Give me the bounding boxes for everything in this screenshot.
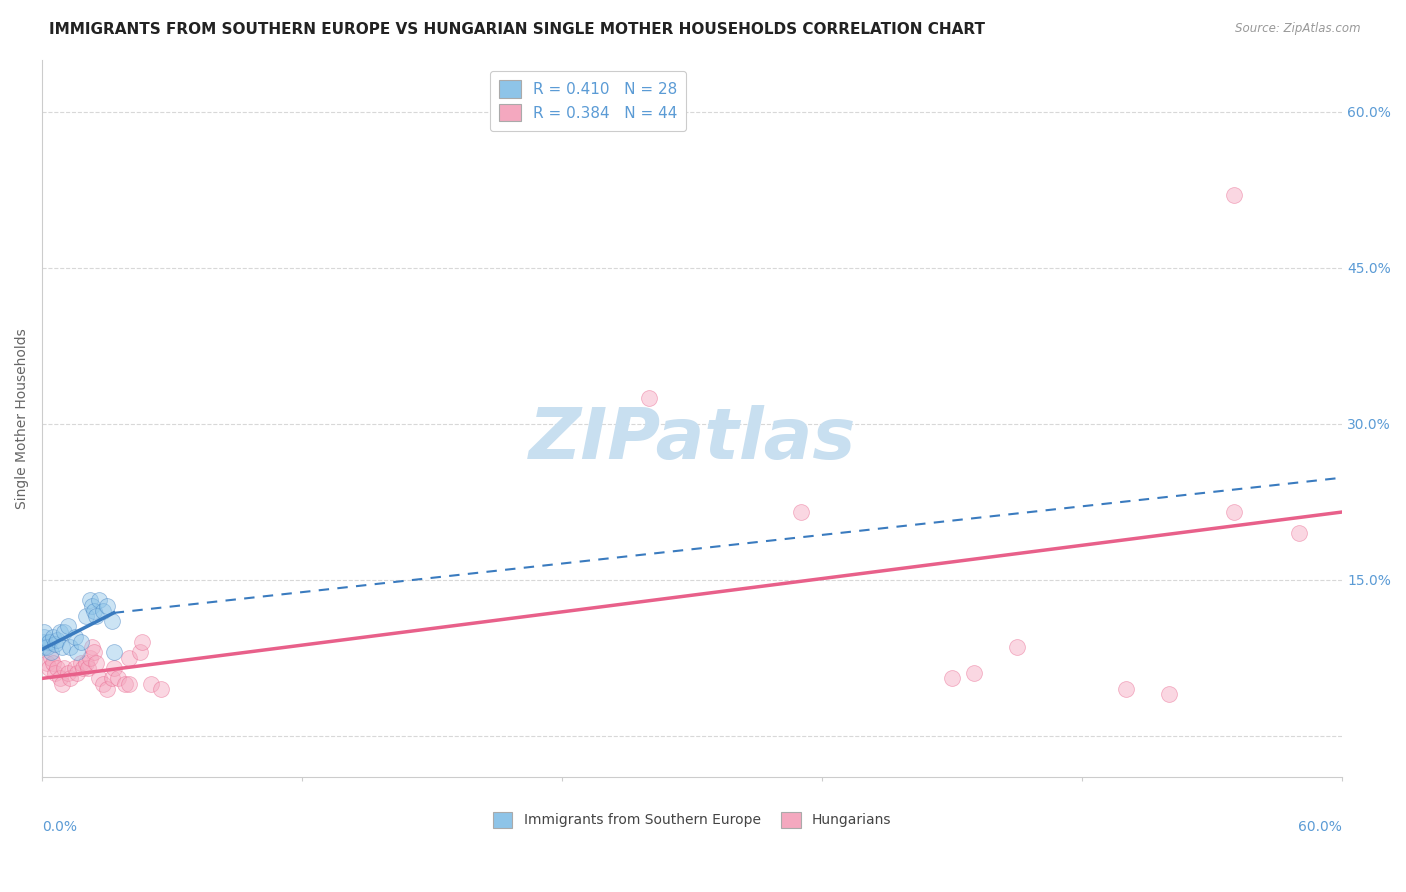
Text: 60.0%: 60.0% <box>1298 821 1343 834</box>
Point <box>70 656 93 670</box>
Point <box>91 676 114 690</box>
Point <box>59 672 82 686</box>
Point <box>59 640 82 655</box>
Point <box>131 635 153 649</box>
Point <box>51 640 73 655</box>
Point <box>38 661 60 675</box>
Point <box>1157 687 1180 701</box>
Point <box>86 609 108 624</box>
Point <box>44 666 66 681</box>
Point <box>80 640 103 655</box>
Text: 0.0%: 0.0% <box>42 821 77 834</box>
Point <box>1223 187 1246 202</box>
Point <box>46 661 69 675</box>
Point <box>44 637 66 651</box>
Point <box>91 604 114 618</box>
Point <box>76 661 98 675</box>
Point <box>86 656 108 670</box>
Point <box>34 640 56 655</box>
Point <box>63 661 86 675</box>
Point <box>34 635 56 649</box>
Point <box>107 672 129 686</box>
Text: IMMIGRANTS FROM SOUTHERN EUROPE VS HUNGARIAN SINGLE MOTHER HOUSEHOLDS CORRELATIO: IMMIGRANTS FROM SOUTHERN EUROPE VS HUNGA… <box>49 22 986 37</box>
Point <box>79 650 101 665</box>
Point <box>1288 525 1310 540</box>
Point <box>58 666 80 681</box>
Point <box>63 630 86 644</box>
Point <box>34 624 56 639</box>
Point <box>70 635 93 649</box>
Point <box>150 681 173 696</box>
Point <box>80 599 103 613</box>
Y-axis label: Single Mother Households: Single Mother Households <box>15 328 30 508</box>
Point <box>35 640 58 655</box>
Point <box>1007 640 1029 655</box>
Point <box>38 635 60 649</box>
Point <box>1115 681 1137 696</box>
Point <box>52 624 75 639</box>
Point <box>941 672 963 686</box>
Point <box>48 672 70 686</box>
Text: Source: ZipAtlas.com: Source: ZipAtlas.com <box>1236 22 1361 36</box>
Point <box>114 676 136 690</box>
Point <box>638 391 661 405</box>
Point <box>75 656 97 670</box>
Point <box>58 619 80 633</box>
Point <box>118 676 141 690</box>
Point <box>1223 505 1246 519</box>
Point <box>42 630 65 644</box>
Point <box>83 645 105 659</box>
Point <box>128 645 150 659</box>
Point <box>963 666 986 681</box>
Point <box>103 645 125 659</box>
Point <box>100 614 122 628</box>
Point <box>83 604 105 618</box>
Point <box>39 650 62 665</box>
Point <box>72 661 94 675</box>
Point <box>34 630 56 644</box>
Point <box>66 666 89 681</box>
Point <box>87 593 110 607</box>
Point <box>139 676 162 690</box>
Point <box>79 593 101 607</box>
Point <box>51 676 73 690</box>
Point <box>52 661 75 675</box>
Point <box>42 656 65 670</box>
Point <box>96 599 118 613</box>
Point <box>100 672 122 686</box>
Text: ZIPatlas: ZIPatlas <box>529 406 856 475</box>
Point <box>48 624 70 639</box>
Point <box>96 681 118 696</box>
Point <box>103 661 125 675</box>
Point <box>39 645 62 659</box>
Legend: Immigrants from Southern Europe, Hungarians: Immigrants from Southern Europe, Hungari… <box>486 805 898 835</box>
Point <box>46 632 69 647</box>
Point <box>35 656 58 670</box>
Point <box>87 672 110 686</box>
Point <box>75 609 97 624</box>
Point <box>66 645 89 659</box>
Point <box>118 650 141 665</box>
Point <box>789 505 811 519</box>
